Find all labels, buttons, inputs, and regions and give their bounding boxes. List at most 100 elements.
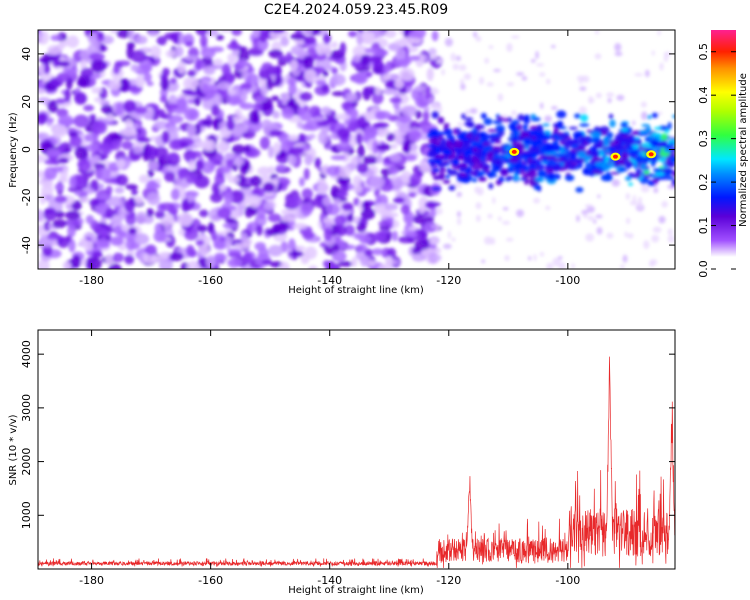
spectrogram-faint-blob — [455, 55, 462, 62]
spectrogram-noise-blob — [388, 167, 399, 175]
spectrogram-y-tick-label: 20 — [20, 95, 33, 109]
spectrogram-noise-blob — [199, 34, 208, 48]
spectrogram-noise-blob — [97, 167, 112, 181]
spectrogram-noise-blob — [142, 251, 158, 265]
spectrogram-noise-blob — [73, 114, 90, 128]
spectrogram-noise-blob — [169, 77, 177, 84]
spectrogram-band-blob — [560, 132, 570, 139]
spectrogram-noise-blob — [211, 104, 220, 117]
spectrogram-band-blob — [522, 173, 529, 179]
spectrogram-noise-blob — [240, 82, 253, 90]
spectrogram-band-blob — [445, 174, 450, 179]
spectrogram-noise-blob — [352, 184, 364, 193]
colorbar-tick-label: 0.4 — [697, 86, 710, 104]
spectrogram-noise-blob — [219, 30, 235, 33]
spectrogram-faint-blob — [588, 95, 594, 105]
spectrogram-noise-blob — [394, 79, 405, 89]
spectrogram-band-blob — [463, 150, 469, 159]
spectrogram-noise-blob — [395, 48, 407, 61]
spectrogram-faint-blob — [643, 240, 650, 250]
spectrogram-noise-blob — [134, 233, 150, 245]
spectrogram-noise-blob — [216, 144, 231, 150]
spectrogram-faint-blob — [488, 45, 494, 49]
spectrogram-faint-blob — [442, 243, 452, 250]
spectrogram-x-tick-label: -100 — [555, 274, 580, 287]
snr-panel: -180 -160 -140 -120 -100 1000 2000 3000 4000 Hei… — [8, 329, 676, 596]
spectrogram-band-blob — [461, 175, 471, 184]
spectrogram-faint-blob — [533, 197, 541, 204]
spectrogram-noise-blob — [100, 142, 111, 156]
spectrogram-faint-blob — [634, 73, 644, 77]
spectrogram-band-blob — [582, 167, 588, 175]
spectrogram-noise-blob — [414, 85, 427, 92]
spectrogram-noise-blob — [217, 207, 232, 219]
spectrogram-noise-blob — [51, 166, 64, 173]
spectrogram-band-blob — [431, 186, 442, 191]
spectrogram-faint-blob — [465, 109, 470, 117]
snr-frame — [37, 329, 676, 570]
spectrogram-noise-blob — [124, 254, 135, 265]
spectrogram-noise-blob — [422, 110, 430, 122]
spectrogram-noise-blob — [318, 130, 329, 145]
spectrogram-noise-blob — [79, 58, 88, 71]
spectrogram-band-blob — [544, 166, 553, 170]
spectrogram-band-blob — [603, 136, 609, 143]
spectrogram-noise-blob — [272, 178, 279, 185]
spectrogram-band-blob — [556, 153, 566, 157]
spectrogram-faint-blob — [595, 92, 602, 99]
spectrogram-noise-blob — [201, 119, 213, 126]
spectrogram-noise-blob — [323, 34, 331, 45]
spectrogram-noise-blob — [130, 64, 139, 72]
spectrogram-noise-blob — [153, 146, 169, 159]
spectrogram-noise-blob — [105, 253, 115, 266]
spectrogram-band-blob — [489, 136, 501, 141]
spectrogram-noise-blob — [398, 67, 415, 82]
spectrogram-band-blob — [477, 163, 483, 167]
spectrogram-noise-blob — [313, 116, 324, 122]
spectrogram-noise-blob — [360, 54, 371, 66]
spectrogram-faint-blob — [476, 187, 484, 196]
colorbar-tick-label: 0.2 — [697, 173, 710, 191]
spectrogram-faint-blob — [539, 102, 544, 110]
spectrogram-band-blob — [482, 166, 487, 171]
spectrogram-band-blob — [478, 132, 488, 138]
spectrogram-noise-blob — [247, 47, 264, 56]
spectrogram-noise-blob — [382, 88, 398, 95]
spectrogram-band-blob — [540, 135, 551, 141]
spectrogram-faint-blob — [510, 35, 520, 39]
spectrogram-noise-blob — [167, 114, 184, 124]
colorbar: 0.0 0.1 0.2 0.3 0.4 0.5 Normalized spectral a… — [697, 30, 749, 278]
spectrogram-faint-blob — [545, 205, 551, 211]
spectrogram-noise-blob — [237, 49, 250, 62]
spectrogram-band-blob — [636, 172, 642, 179]
spectrogram-noise-blob — [339, 42, 347, 55]
spectrogram-band-blob — [428, 158, 438, 164]
spectrogram-hotspot-core — [511, 149, 517, 154]
spectrogram-band-blob — [471, 178, 478, 183]
spectrogram-faint-blob — [625, 193, 630, 200]
spectrogram-band-blob — [440, 137, 447, 145]
spectrogram-noise-blob — [300, 144, 311, 151]
spectrogram-band-blob — [573, 133, 580, 140]
spectrogram-noise-blob — [428, 252, 439, 264]
spectrogram-band-blob — [476, 143, 484, 151]
spectrogram-band-blob — [471, 140, 478, 147]
spectrogram-faint-blob — [469, 108, 478, 114]
spectrogram-noise-blob — [135, 74, 146, 88]
spectrogram-noise-blob — [429, 237, 439, 245]
spectrogram-noise-blob — [79, 196, 90, 203]
spectrogram-noise-blob — [337, 260, 354, 267]
spectrogram-noise-blob — [130, 50, 147, 63]
spectrogram-band-blob — [546, 143, 558, 151]
spectrogram-noise-blob — [227, 248, 243, 254]
spectrogram-faint-blob — [528, 255, 532, 261]
spectrogram-noise-blob — [227, 175, 240, 184]
spectrogram-noise-blob — [38, 32, 44, 38]
spectrogram-band-blob — [625, 176, 632, 181]
spectrogram-band-blob — [656, 175, 667, 180]
spectrogram-noise-blob — [297, 133, 306, 144]
spectrogram-band-blob — [519, 130, 526, 139]
spectrogram-faint-blob — [550, 44, 556, 49]
spectrogram-band-blob — [633, 162, 639, 168]
